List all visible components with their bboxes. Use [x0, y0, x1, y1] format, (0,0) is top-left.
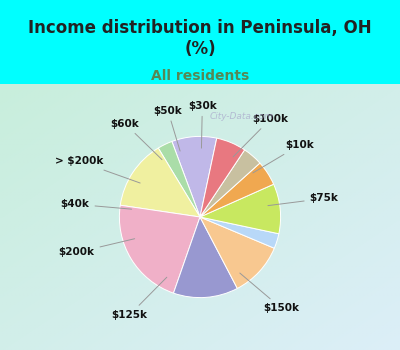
Text: $60k: $60k [111, 119, 162, 160]
Wedge shape [119, 205, 200, 293]
Wedge shape [200, 150, 260, 217]
Text: $200k: $200k [58, 239, 135, 258]
Text: $150k: $150k [240, 273, 300, 313]
Text: > $200k: > $200k [55, 156, 140, 183]
Wedge shape [200, 184, 281, 234]
Text: $30k: $30k [188, 101, 217, 148]
Text: $40k: $40k [61, 199, 132, 209]
Wedge shape [200, 163, 274, 217]
Text: $100k: $100k [233, 114, 288, 157]
Wedge shape [200, 217, 279, 248]
Wedge shape [120, 148, 200, 217]
Wedge shape [200, 138, 245, 217]
Wedge shape [174, 217, 237, 298]
Text: $125k: $125k [112, 277, 167, 320]
Text: Income distribution in Peninsula, OH
(%): Income distribution in Peninsula, OH (%) [28, 19, 372, 58]
Wedge shape [200, 217, 274, 288]
Wedge shape [158, 141, 200, 217]
Text: City-Data.com: City-Data.com [210, 112, 274, 121]
Text: All residents: All residents [151, 69, 249, 83]
Text: $10k: $10k [253, 140, 314, 173]
Text: $75k: $75k [268, 194, 338, 206]
Text: $50k: $50k [154, 105, 182, 151]
Wedge shape [172, 136, 217, 217]
